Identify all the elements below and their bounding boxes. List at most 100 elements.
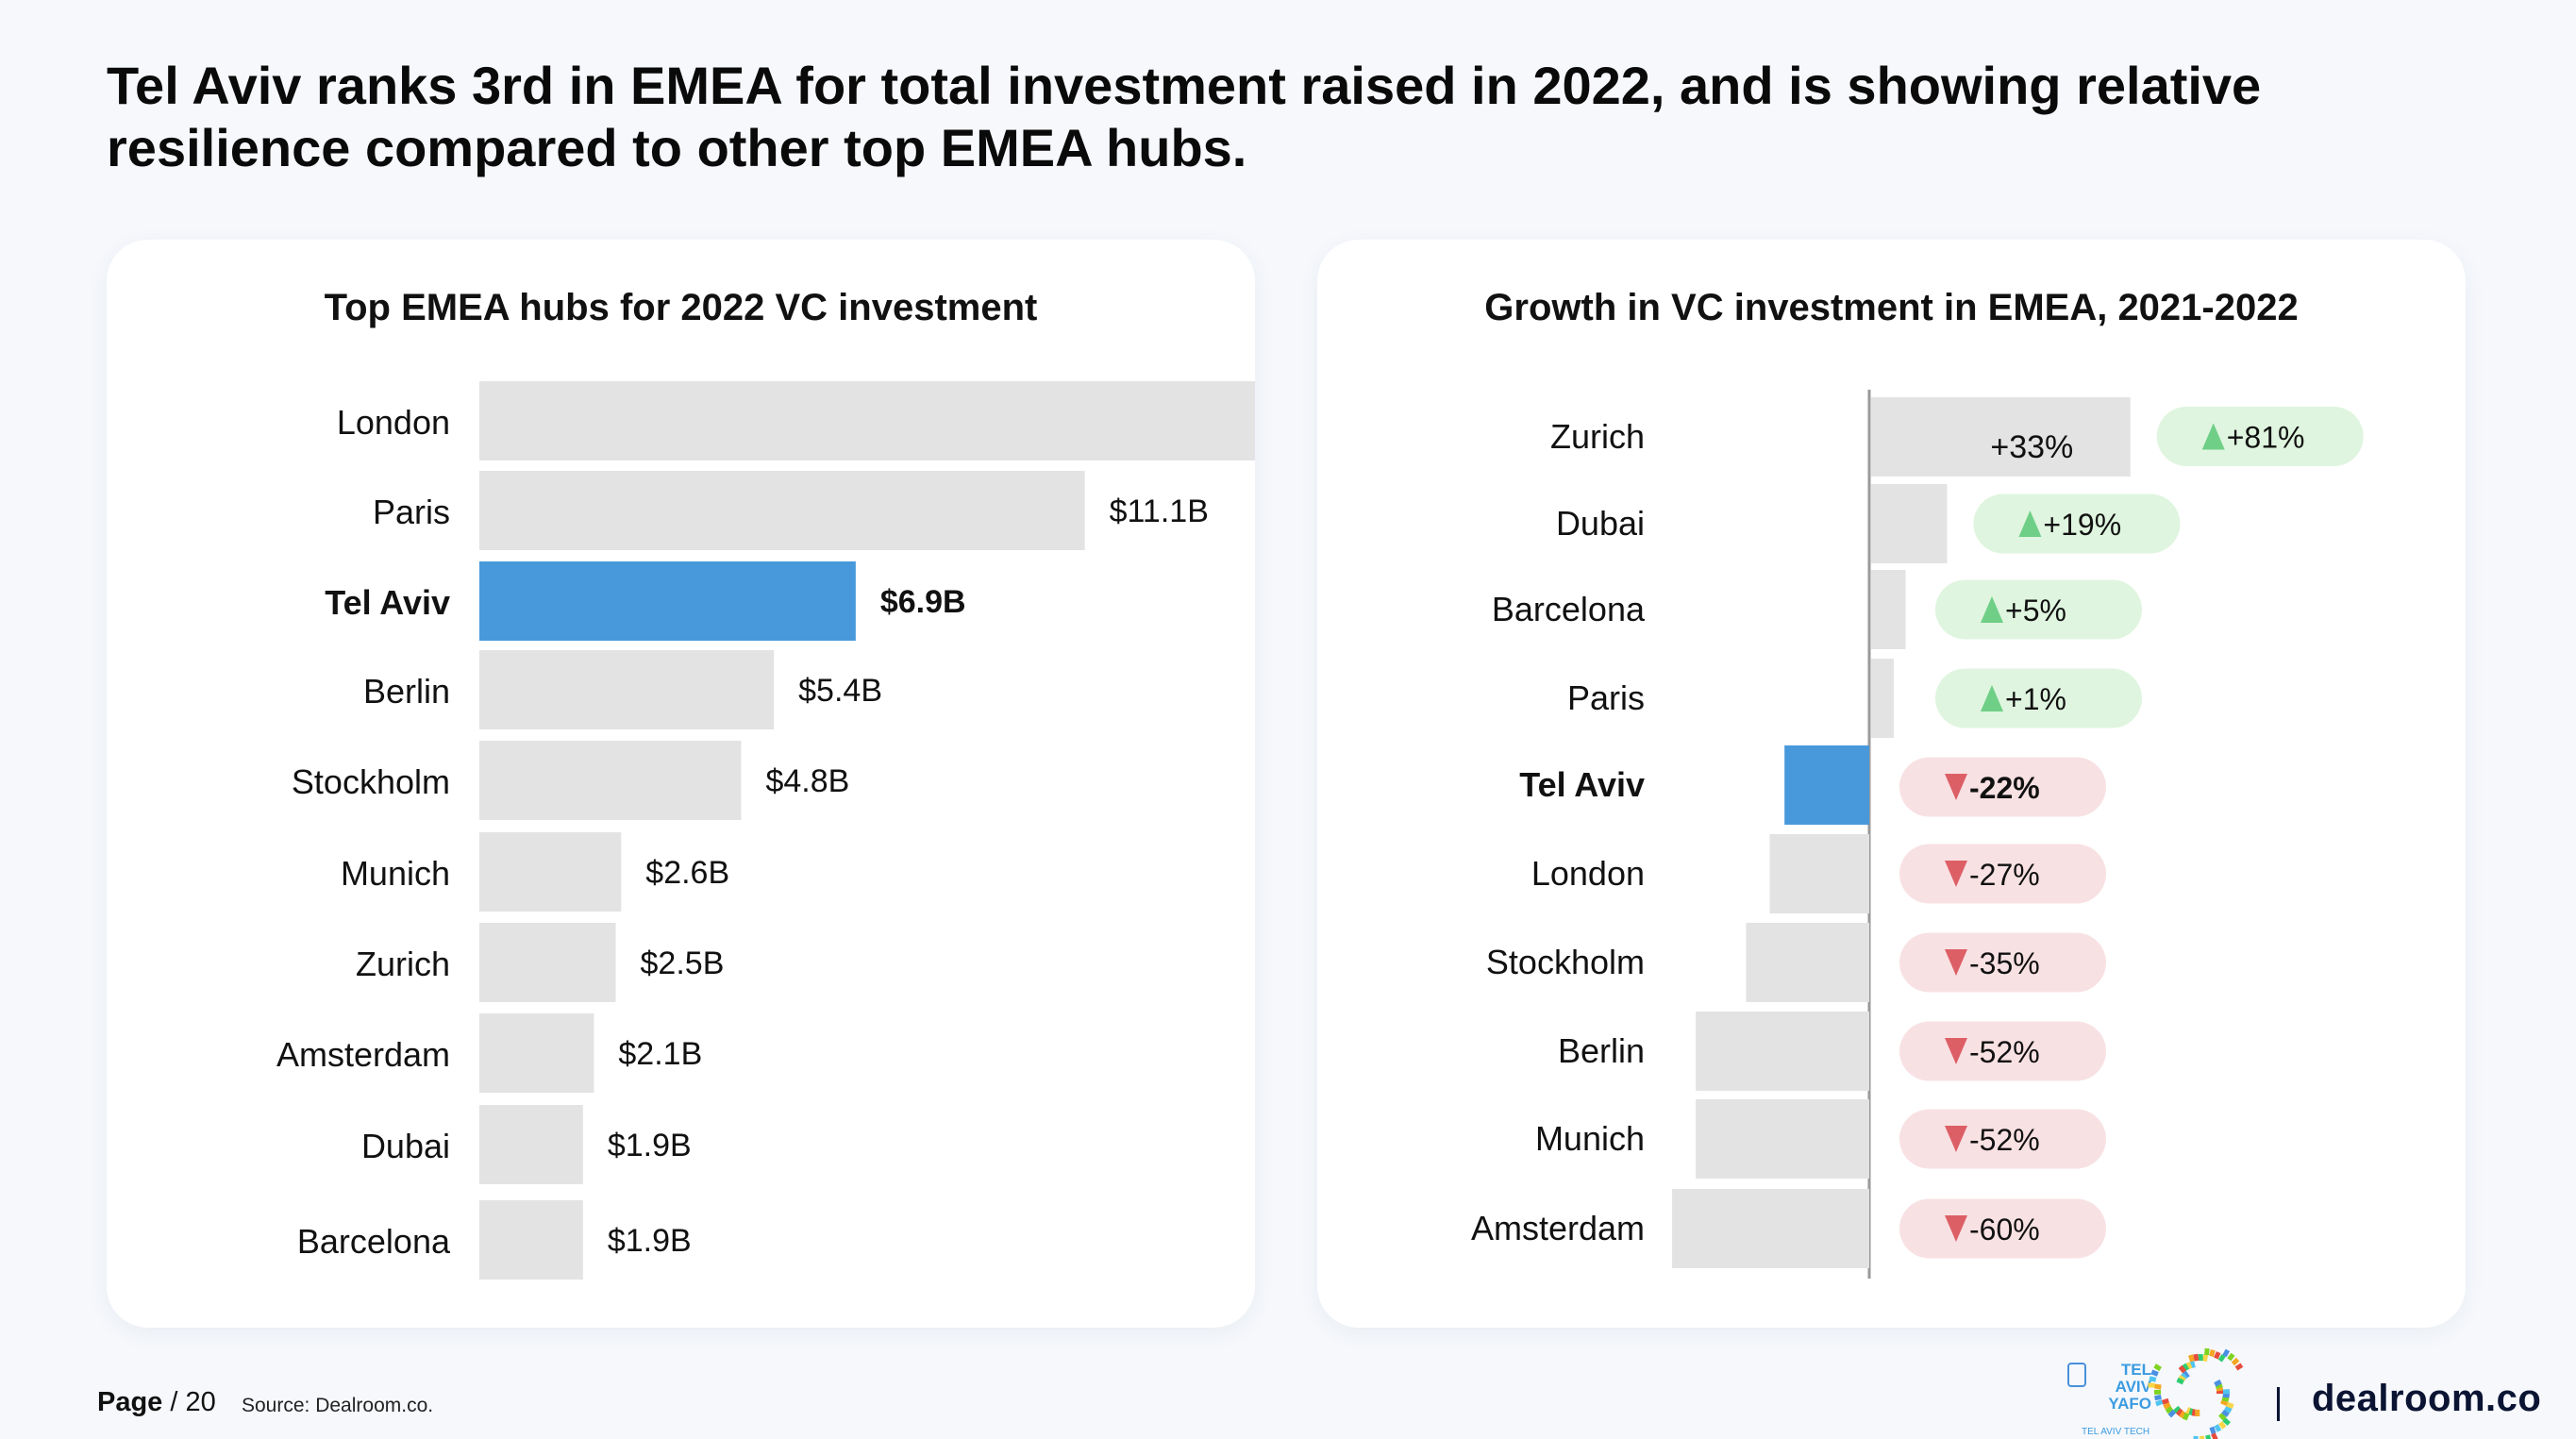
logo-confetti — [2224, 1405, 2233, 1414]
dealroom-logo: dealroom.co — [2312, 1378, 2542, 1419]
data-label: $5.4B — [798, 673, 882, 709]
category-label: Zurich — [1550, 417, 1645, 456]
bar — [479, 1200, 583, 1280]
logo-confetti — [2214, 1379, 2222, 1387]
category-label: Paris — [1567, 678, 1645, 717]
logo-confetti — [2216, 1389, 2223, 1394]
bar — [479, 471, 1085, 550]
logo-confetti — [2182, 1363, 2190, 1372]
svg-text:AVIV: AVIV — [2116, 1378, 2152, 1396]
logo-confetti — [2193, 1353, 2200, 1362]
logo-confetti — [2217, 1353, 2226, 1363]
change-pill — [1899, 1109, 2106, 1169]
bar — [479, 650, 775, 729]
arrow-down-icon — [1945, 861, 1967, 887]
bar-inner-label: +33% — [1990, 429, 2073, 465]
logo-confetti — [2188, 1354, 2195, 1363]
logo-confetti — [2165, 1406, 2174, 1414]
logo-confetti — [2182, 1370, 2190, 1380]
logo-confetti — [2209, 1348, 2216, 1358]
change-label: -22% — [1969, 771, 2040, 805]
data-label: $4.8B — [765, 763, 849, 799]
data-label: $2.1B — [618, 1036, 702, 1072]
bar — [1871, 484, 1948, 563]
logo-confetti — [2198, 1354, 2203, 1362]
growth-chart-card: Growth in VC investment in EMEA, 2021-20… — [1317, 240, 2466, 1328]
data-label: $1.9B — [608, 1128, 692, 1163]
bar — [1871, 397, 2131, 477]
growth-bar-chart: Zurich +33% +81% Dubai +19% Barcelona +5% Paris… — [1471, 390, 2364, 1279]
arrow-down-icon — [1945, 949, 1967, 976]
arrow-down-icon — [1945, 774, 1967, 800]
logo-confetti — [2175, 1408, 2184, 1417]
change-pill — [1899, 844, 2106, 904]
category-label: Berlin — [1558, 1031, 1645, 1070]
data-label: $1.9B — [608, 1223, 692, 1259]
change-pill — [1973, 494, 2181, 554]
bar — [1784, 745, 1869, 825]
page-label: Page — [97, 1387, 163, 1417]
change-pill — [1899, 1198, 2106, 1259]
logo-confetti — [2214, 1424, 2222, 1432]
category-label: Zurich — [356, 945, 450, 983]
category-label: Dubai — [1556, 504, 1645, 543]
logo-confetti — [2199, 1435, 2205, 1439]
logo-confetti — [2231, 1357, 2240, 1366]
logo-confetti — [2155, 1399, 2164, 1407]
logo-confetti — [2209, 1426, 2216, 1434]
tel-aviv-yafo-logo: TEL AVIV YAFO TEL AVIV TECH — [2067, 1347, 2244, 1439]
change-label: -60% — [1969, 1213, 2040, 1247]
logo-confetti — [2154, 1383, 2162, 1390]
category-label: Barcelona — [1492, 590, 1646, 628]
logo-confetti — [2183, 1413, 2190, 1421]
change-pill — [1899, 1021, 2106, 1081]
data-label: $2.5B — [641, 945, 725, 981]
bar — [479, 1013, 594, 1093]
change-label: +19% — [2043, 508, 2121, 542]
top-hubs-chart-card: Top EMEA hubs for 2022 VC investment Lon… — [107, 240, 1255, 1328]
category-label: London — [337, 403, 450, 442]
logo-confetti — [2221, 1409, 2230, 1417]
arrow-up-icon — [2018, 510, 2042, 537]
svg-text:TEL: TEL — [2121, 1361, 2151, 1379]
bar — [1871, 570, 1906, 649]
logo-confetti — [2214, 1351, 2221, 1360]
category-label: Paris — [373, 493, 450, 531]
category-label: London — [1531, 854, 1645, 893]
arrow-up-icon — [1981, 685, 2003, 711]
chart-title: Top EMEA hubs for 2022 VC investment — [324, 287, 1038, 328]
arrow-up-icon — [1981, 596, 2003, 623]
logo-confetti — [2154, 1394, 2162, 1401]
logo-confetti — [2195, 1409, 2200, 1416]
logo-confetti — [2149, 1376, 2157, 1382]
logo-confetti — [2178, 1364, 2187, 1374]
category-label: Tel Aviv — [325, 583, 450, 622]
logo-confetti — [2204, 1347, 2210, 1356]
change-pill — [2156, 407, 2364, 466]
category-label: Amsterdam — [1471, 1209, 1645, 1247]
logo-confetti — [2222, 1417, 2231, 1426]
page-number: Page / 20 — [97, 1387, 216, 1418]
category-label: Stockholm — [1486, 943, 1645, 981]
svg-text:TEL AVIV TECH: TEL AVIV TECH — [2082, 1427, 2149, 1437]
logo-confetti — [2220, 1398, 2229, 1406]
logo-confetti — [2150, 1369, 2159, 1377]
data-label: $2.6B — [645, 855, 729, 891]
logo-confetti — [2218, 1421, 2227, 1430]
logo-confetti — [2163, 1402, 2171, 1410]
change-pill — [1899, 757, 2106, 817]
bar — [1696, 1099, 1869, 1179]
arrow-down-icon — [1945, 1038, 1967, 1064]
data-label: $11.1B — [1110, 494, 1209, 529]
bar — [1746, 923, 1869, 1002]
category-label: Amsterdam — [276, 1035, 450, 1074]
change-label: -35% — [1969, 946, 2040, 980]
bar — [479, 923, 616, 1002]
change-label: +1% — [2005, 682, 2066, 716]
logo-confetti — [2179, 1410, 2187, 1419]
page-title: Tel Aviv ranks 3rd in EMEA for total inv… — [107, 56, 2262, 177]
change-label: -52% — [1969, 1123, 2040, 1157]
source-note: Source: Dealroom.co. — [242, 1395, 434, 1416]
category-label: Munich — [341, 854, 450, 893]
